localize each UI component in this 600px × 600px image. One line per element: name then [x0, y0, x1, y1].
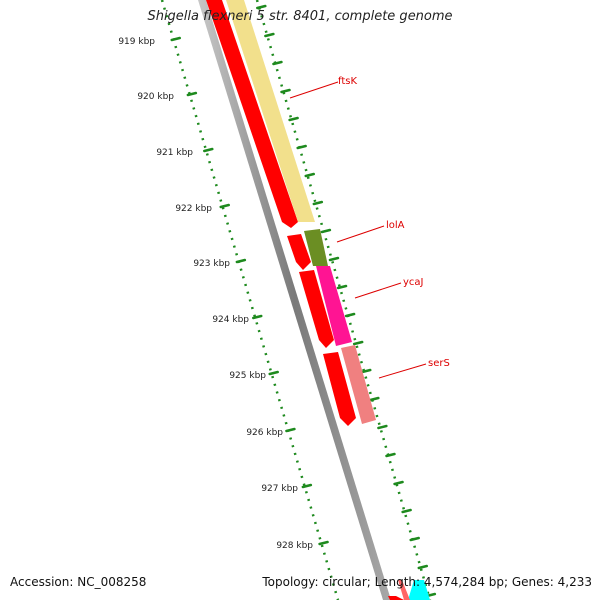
ruler-label: 923 kbp: [193, 259, 230, 269]
leader-line-lolA: [337, 226, 384, 242]
map-title: Shigella flexneri 5 str. 8401, complete …: [0, 9, 600, 24]
outer-ticks: [257, 6, 435, 596]
leader-lines: [290, 82, 426, 378]
ruler-major-tick: [204, 149, 212, 151]
outer-tick: [282, 90, 290, 92]
ruler-major-tick: [221, 205, 229, 207]
genome-info-text: Topology: circular; Length: 4,574,284 bp…: [262, 575, 592, 589]
leader-line-ycaJ: [355, 283, 401, 298]
gene-label-lolA[interactable]: lolA: [386, 220, 405, 231]
leader-line-serS: [379, 364, 426, 378]
accession-text: Accession: NC_008258: [10, 575, 146, 589]
outer-tick: [354, 342, 362, 344]
outer-tick: [314, 202, 322, 204]
ruler-label: 925 kbp: [229, 371, 266, 381]
outer-tick: [257, 6, 265, 8]
genome-backbone: [198, 0, 391, 600]
ruler-label: 927 kbp: [261, 484, 298, 494]
ruler-label: 920 kbp: [137, 92, 174, 102]
ruler-labels: 919 kbp 920 kbp 921 kbp 922 kbp 923 kbp …: [118, 37, 313, 551]
outer-tick: [322, 230, 330, 232]
outer-tick: [378, 426, 386, 428]
outer-tick: [346, 314, 354, 316]
cds-feature: [388, 596, 404, 600]
outer-tick: [306, 174, 314, 176]
gene-labels: ftsK lolA ycaJ serS: [338, 76, 450, 369]
genome-map: 919 kbp 920 kbp 921 kbp 922 kbp 923 kbp …: [0, 0, 600, 600]
outer-tick: [370, 398, 378, 400]
ruler-major-tick: [320, 542, 328, 544]
ruler-label: 922 kbp: [175, 204, 212, 214]
outer-tick: [403, 510, 411, 512]
leader-line-ftsK: [290, 82, 338, 98]
ruler-label: 921 kbp: [156, 148, 193, 158]
ruler-label: 919 kbp: [118, 37, 155, 47]
ruler-major-tick: [172, 38, 180, 40]
outer-tick-track: [257, 0, 430, 600]
ruler-label: 926 kbp: [246, 428, 283, 438]
outer-tick: [395, 482, 403, 484]
ruler-major-tick: [237, 260, 245, 262]
gene-label-ycaJ[interactable]: ycaJ: [403, 277, 424, 288]
outer-tick: [330, 258, 338, 260]
ruler-major-tick: [286, 429, 294, 431]
ruler-major-tick: [270, 372, 278, 374]
outer-tick: [290, 118, 298, 120]
ruler-label: 924 kbp: [212, 315, 249, 325]
gene-label-ftsK[interactable]: ftsK: [338, 76, 357, 87]
outer-tick: [265, 34, 273, 36]
outer-tick: [419, 566, 427, 568]
gene-label-serS[interactable]: serS: [428, 358, 450, 369]
ruler-label: 928 kbp: [276, 541, 313, 551]
